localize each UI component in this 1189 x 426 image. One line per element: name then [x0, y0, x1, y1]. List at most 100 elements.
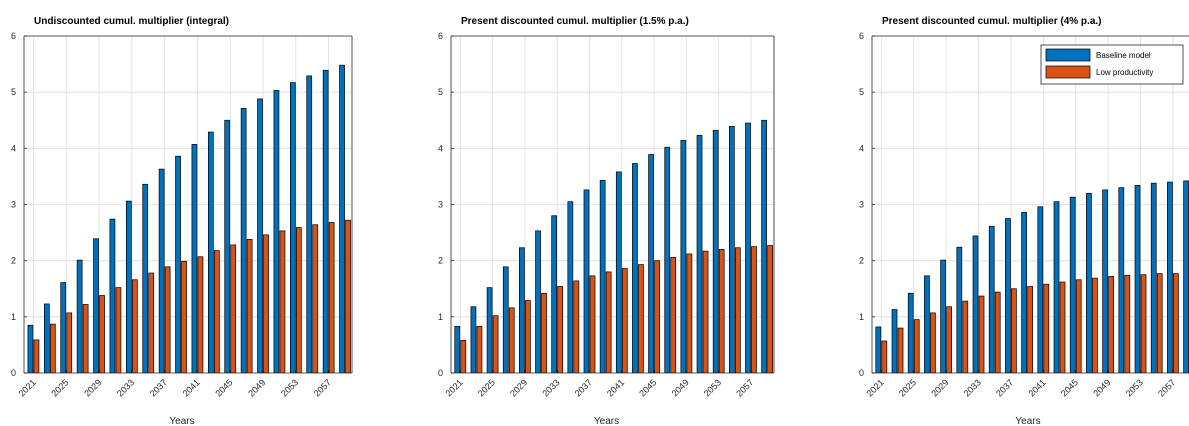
y-tick-label: 1	[859, 312, 864, 322]
bar-low-productivity	[1011, 288, 1017, 373]
bar-low-productivity	[767, 245, 773, 373]
bar-low-productivity	[670, 256, 677, 373]
bar-baseline	[158, 168, 165, 373]
bar-baseline	[27, 324, 34, 373]
bar-low-productivity	[476, 326, 483, 373]
y-tick-label: 5	[438, 87, 443, 97]
bar-low-productivity	[978, 295, 985, 373]
bar-baseline	[761, 119, 767, 373]
bar-baseline	[207, 131, 214, 373]
bar-baseline	[535, 230, 541, 373]
bar-baseline	[1102, 189, 1108, 373]
bar-low-productivity	[1140, 274, 1147, 373]
bar-low-productivity	[621, 268, 628, 373]
bar-low-productivity	[702, 250, 709, 373]
y-tick-label: 3	[438, 200, 443, 210]
x-tick-label: 2021	[443, 377, 464, 398]
bar-baseline	[696, 135, 703, 373]
y-tick-label: 6	[11, 31, 16, 41]
plot-area	[24, 36, 352, 373]
bar-low-productivity	[1043, 283, 1050, 373]
bar-baseline	[1069, 196, 1076, 373]
bar-low-productivity	[131, 279, 138, 373]
legend-label: Low productivity	[1096, 68, 1153, 77]
chart-panel-3: 0 1 2 3 4 5 6 2021 2025 2029 2033 2037 2041 2045 2049 2…	[859, 16, 1189, 426]
chart-panel-2: 0 1 2 3 4 5 6 2021 2025 2029 2033 2037 2041 2045 2049 2…	[438, 16, 775, 426]
bar-low-productivity	[460, 340, 467, 373]
bar-low-productivity	[946, 306, 952, 373]
chart-title: Present discounted cumul. multiplier (1.…	[461, 16, 689, 27]
bar-baseline	[940, 259, 946, 373]
bar-baseline	[322, 69, 329, 373]
bar-low-productivity	[686, 253, 693, 373]
x-tick-label: 2057	[734, 377, 755, 398]
x-tick-label: 2025	[476, 377, 497, 398]
x-tick-label: 2029	[82, 377, 103, 398]
x-tick-label: 2037	[573, 377, 594, 398]
bar-baseline	[109, 218, 116, 373]
bar-baseline	[988, 226, 995, 373]
bar-low-productivity	[246, 238, 253, 373]
bar-low-productivity	[82, 304, 89, 373]
bar-baseline	[664, 146, 671, 373]
x-axis-label: Years	[594, 416, 619, 426]
bar-low-productivity	[492, 315, 499, 373]
bar-baseline	[306, 75, 313, 373]
bar-baseline	[632, 163, 638, 373]
bar-baseline	[728, 126, 735, 373]
bar-low-productivity	[930, 312, 936, 373]
chart-title: Undiscounted cumul. multiplier (integral…	[34, 16, 229, 27]
bar-baseline	[680, 140, 687, 373]
bar-baseline	[339, 64, 345, 373]
bar-baseline	[1037, 206, 1044, 373]
y-tick-label: 5	[11, 87, 16, 97]
bar-baseline	[972, 235, 979, 373]
bar-baseline	[470, 306, 477, 373]
bar-baseline	[924, 275, 930, 373]
bar-baseline	[712, 130, 719, 373]
bar-low-productivity	[508, 307, 515, 373]
bar-baseline	[1086, 192, 1092, 373]
bar-low-productivity	[881, 340, 888, 373]
bar-baseline	[551, 215, 558, 373]
bar-low-productivity	[1108, 276, 1114, 373]
x-tick-label: 2049	[246, 377, 267, 398]
bar-low-productivity	[557, 286, 564, 373]
bar-baseline	[191, 144, 198, 373]
y-tick-label: 6	[859, 31, 864, 41]
bar-baseline	[175, 155, 181, 373]
y-tick-label: 3	[859, 200, 864, 210]
bar-low-productivity	[605, 271, 612, 373]
bar-low-productivity	[33, 339, 40, 373]
bar-baseline	[289, 82, 296, 373]
bar-low-productivity	[638, 264, 644, 373]
x-tick-label: 2033	[540, 377, 561, 398]
bar-baseline	[502, 266, 509, 373]
bar-low-productivity	[897, 327, 904, 373]
x-tick-label: 2057	[312, 377, 333, 398]
x-axis-label: Years	[1015, 416, 1040, 426]
bar-baseline	[76, 259, 83, 373]
y-tick-label: 4	[438, 143, 443, 153]
bar-baseline	[257, 98, 263, 373]
x-tick-label: 2033	[115, 377, 136, 398]
bar-baseline	[43, 303, 50, 373]
bar-low-productivity	[734, 247, 741, 373]
bar-baseline	[273, 90, 280, 373]
x-tick-label: 2033	[962, 377, 983, 398]
y-tick-label: 0	[438, 368, 443, 378]
bar-low-productivity	[1027, 286, 1033, 373]
bar-low-productivity	[1075, 279, 1082, 373]
y-tick-label: 0	[11, 368, 16, 378]
bar-baseline	[1150, 182, 1157, 373]
y-tick-label: 0	[859, 368, 864, 378]
x-tick-label: 2049	[1091, 377, 1112, 398]
bar-baseline	[956, 246, 963, 373]
bar-baseline	[519, 247, 525, 373]
bar-baseline	[1118, 187, 1125, 373]
bar-low-productivity	[1092, 277, 1098, 373]
x-tick-label: 2053	[279, 377, 300, 398]
x-tick-label: 2041	[181, 377, 202, 398]
bar-baseline	[1167, 181, 1173, 373]
